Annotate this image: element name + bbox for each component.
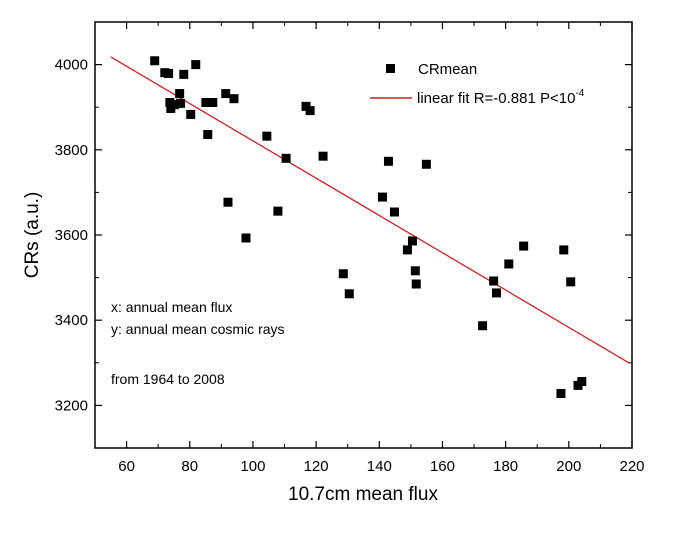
legend: CRmean linear fit R=-0.881 P<10-4 (370, 61, 585, 107)
annotation-x-desc: x: annual mean flux (111, 299, 232, 315)
data-points (150, 56, 587, 398)
y-tick-label: 3600 (55, 227, 88, 244)
data-point (186, 109, 196, 119)
annotation-y-desc: y: annual mean cosmic rays (111, 321, 285, 337)
y-axis-title: CRs (a.u.) (22, 192, 43, 279)
y-tick-label: 3800 (55, 142, 88, 159)
legend-label-fit: linear fit R=-0.881 P<10-4 (417, 88, 585, 107)
data-point (229, 94, 239, 104)
data-point (221, 89, 231, 99)
data-point (338, 269, 348, 279)
data-point (377, 192, 387, 202)
x-tick-label: 220 (619, 458, 644, 475)
data-point (175, 89, 185, 99)
data-point (164, 69, 174, 79)
data-point (318, 151, 328, 161)
data-point (410, 266, 420, 276)
data-point (559, 245, 569, 255)
data-point (179, 69, 189, 79)
data-point (281, 153, 291, 163)
data-point (305, 106, 315, 116)
data-point (383, 156, 393, 166)
x-tick-label: 60 (118, 458, 135, 475)
y-tick-label: 3400 (55, 312, 88, 329)
data-point (191, 60, 201, 70)
data-point (203, 129, 213, 139)
data-point (504, 259, 514, 269)
legend-label-fit-exponent: -4 (575, 88, 584, 99)
data-point (273, 206, 283, 216)
data-point (262, 131, 272, 141)
annotation-date-range: from 1964 to 2008 (111, 371, 225, 387)
data-point (208, 98, 218, 108)
data-point (402, 245, 412, 255)
x-axis-title: 10.7cm mean flux (288, 484, 438, 505)
data-point (577, 377, 587, 387)
y-axis-ticks: 3200 3400 3600 3800 4000 (55, 57, 632, 414)
data-point (389, 207, 399, 217)
data-point (491, 288, 501, 298)
data-point (489, 276, 499, 286)
x-tick-label: 120 (304, 458, 329, 475)
data-point (421, 159, 431, 169)
data-point (223, 197, 233, 207)
data-point (566, 277, 576, 287)
data-point (165, 98, 175, 108)
y-tick-label: 3200 (55, 397, 88, 414)
data-point (556, 388, 566, 398)
x-tick-label: 80 (181, 458, 198, 475)
y-tick-label: 4000 (55, 57, 88, 74)
linear-fit-line (110, 56, 630, 364)
data-point (411, 279, 421, 289)
data-point (519, 241, 529, 251)
x-tick-label: 140 (367, 458, 392, 475)
data-point (170, 100, 180, 110)
data-point (150, 56, 160, 66)
plot-frame (94, 21, 633, 449)
legend-marker-crmean (386, 64, 395, 73)
data-point (201, 98, 211, 108)
data-point (176, 98, 186, 108)
x-tick-label: 100 (240, 458, 265, 475)
data-point (478, 321, 488, 331)
data-point (241, 233, 251, 243)
legend-label-fit-main: linear fit R=-0.881 P<10 (417, 90, 575, 107)
x-axis-ticks: 60 80 100 120 140 160 180 200 220 (118, 22, 645, 475)
data-point (407, 236, 417, 246)
x-tick-label: 160 (430, 458, 455, 475)
annotations: x: annual mean flux y: annual mean cosmi… (111, 299, 285, 387)
x-tick-label: 200 (556, 458, 581, 475)
x-tick-label: 180 (493, 458, 518, 475)
data-point (344, 289, 354, 299)
fit-line-group (110, 56, 630, 364)
legend-label-crmean: CRmean (418, 61, 477, 78)
